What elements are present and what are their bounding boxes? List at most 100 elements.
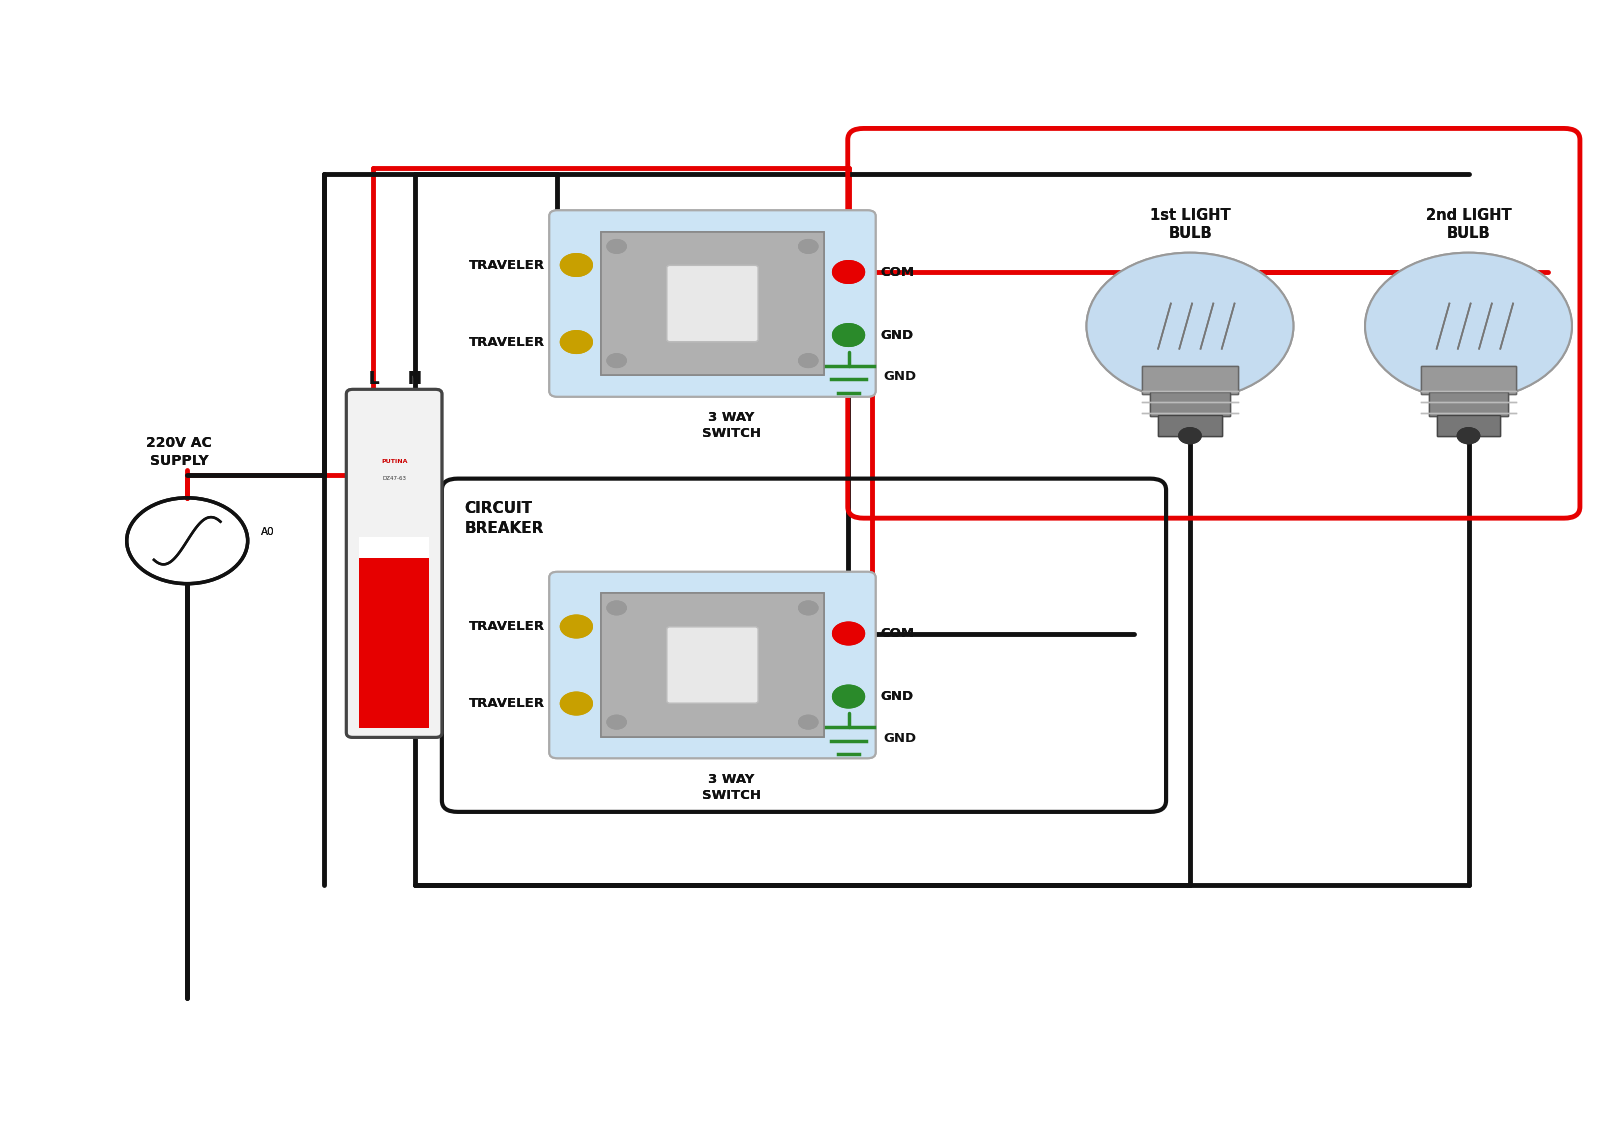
Circle shape <box>798 601 818 615</box>
Bar <box>1429 391 1509 417</box>
Circle shape <box>832 261 864 283</box>
Circle shape <box>400 409 429 429</box>
Text: 3 WAY
SWITCH: 3 WAY SWITCH <box>702 412 762 440</box>
Circle shape <box>358 698 387 718</box>
FancyBboxPatch shape <box>346 389 442 737</box>
Circle shape <box>1458 428 1480 444</box>
Circle shape <box>798 240 818 253</box>
Circle shape <box>798 240 818 253</box>
Circle shape <box>832 622 864 645</box>
Circle shape <box>358 409 387 429</box>
Circle shape <box>358 409 387 429</box>
Text: DZ47-63: DZ47-63 <box>382 476 406 481</box>
Circle shape <box>560 331 592 353</box>
Circle shape <box>832 323 864 346</box>
Text: N: N <box>408 370 422 388</box>
FancyBboxPatch shape <box>549 571 875 758</box>
Text: TRAVELER: TRAVELER <box>469 336 544 348</box>
Text: TRAVELER: TRAVELER <box>469 620 544 633</box>
Bar <box>358 537 429 558</box>
Circle shape <box>606 716 626 729</box>
Circle shape <box>606 240 626 253</box>
Text: DZ47-63: DZ47-63 <box>382 476 406 481</box>
Circle shape <box>606 240 626 253</box>
Bar <box>1150 391 1230 417</box>
Circle shape <box>400 698 429 718</box>
Bar <box>1158 415 1222 436</box>
Circle shape <box>798 716 818 729</box>
Bar <box>600 593 824 736</box>
Circle shape <box>798 354 818 368</box>
Text: A0: A0 <box>261 527 274 537</box>
Text: COM: COM <box>880 627 915 640</box>
Circle shape <box>1179 428 1202 444</box>
Text: COM: COM <box>880 627 915 640</box>
Text: L: L <box>368 370 379 388</box>
Circle shape <box>1179 428 1202 444</box>
Bar <box>1142 365 1238 394</box>
Bar <box>600 232 824 376</box>
Text: A0: A0 <box>261 527 274 537</box>
Bar <box>1421 365 1517 394</box>
FancyBboxPatch shape <box>667 627 758 703</box>
Text: PUTINA: PUTINA <box>381 459 408 464</box>
Text: TRAVELER: TRAVELER <box>469 698 544 710</box>
Circle shape <box>1365 253 1571 399</box>
Circle shape <box>832 685 864 708</box>
Circle shape <box>560 616 592 637</box>
Text: TRAVELER: TRAVELER <box>469 336 544 348</box>
Bar <box>1150 391 1230 417</box>
FancyBboxPatch shape <box>549 211 875 397</box>
Circle shape <box>358 698 387 718</box>
Circle shape <box>1458 428 1480 444</box>
Text: GND: GND <box>880 690 914 703</box>
Text: GND: GND <box>883 732 917 745</box>
Text: GND: GND <box>880 690 914 703</box>
FancyBboxPatch shape <box>346 389 442 737</box>
Text: 220V AC
SUPPLY: 220V AC SUPPLY <box>146 436 213 468</box>
Bar <box>358 537 429 558</box>
Bar <box>1429 391 1509 417</box>
Bar <box>1437 415 1501 436</box>
Text: 3 WAY
SWITCH: 3 WAY SWITCH <box>702 773 762 802</box>
Text: COM: COM <box>880 265 915 279</box>
Bar <box>358 552 429 728</box>
Circle shape <box>606 354 626 368</box>
Circle shape <box>560 254 592 277</box>
Circle shape <box>400 409 429 429</box>
Circle shape <box>606 716 626 729</box>
FancyBboxPatch shape <box>667 265 758 341</box>
Text: 2nd LIGHT
BULB: 2nd LIGHT BULB <box>1426 208 1512 241</box>
Text: N: N <box>408 370 422 388</box>
Circle shape <box>560 692 592 715</box>
Circle shape <box>560 331 592 353</box>
Circle shape <box>560 254 592 277</box>
FancyBboxPatch shape <box>549 571 875 758</box>
Text: 2nd LIGHT
BULB: 2nd LIGHT BULB <box>1426 208 1512 241</box>
Text: TRAVELER: TRAVELER <box>469 698 544 710</box>
Bar <box>600 232 824 376</box>
Text: GND: GND <box>880 329 914 341</box>
Text: L: L <box>368 370 379 388</box>
Text: CIRCUIT
BREAKER: CIRCUIT BREAKER <box>464 501 544 536</box>
Text: TRAVELER: TRAVELER <box>469 258 544 272</box>
Circle shape <box>606 354 626 368</box>
FancyBboxPatch shape <box>667 627 758 703</box>
Circle shape <box>400 698 429 718</box>
Bar <box>358 552 429 728</box>
Bar <box>1421 365 1517 394</box>
Text: GND: GND <box>883 370 917 384</box>
Text: 1st LIGHT
BULB: 1st LIGHT BULB <box>1150 208 1230 241</box>
Bar <box>1142 365 1238 394</box>
Bar <box>600 593 824 736</box>
Circle shape <box>798 354 818 368</box>
Text: 3 WAY
SWITCH: 3 WAY SWITCH <box>702 412 762 440</box>
Circle shape <box>832 261 864 283</box>
Text: PUTINA: PUTINA <box>381 459 408 464</box>
Text: 220V AC
SUPPLY: 220V AC SUPPLY <box>146 436 213 468</box>
Circle shape <box>1086 253 1293 399</box>
Text: COM: COM <box>880 265 915 279</box>
Text: 1st LIGHT
BULB: 1st LIGHT BULB <box>1150 208 1230 241</box>
Bar <box>1437 415 1501 436</box>
FancyBboxPatch shape <box>667 265 758 341</box>
